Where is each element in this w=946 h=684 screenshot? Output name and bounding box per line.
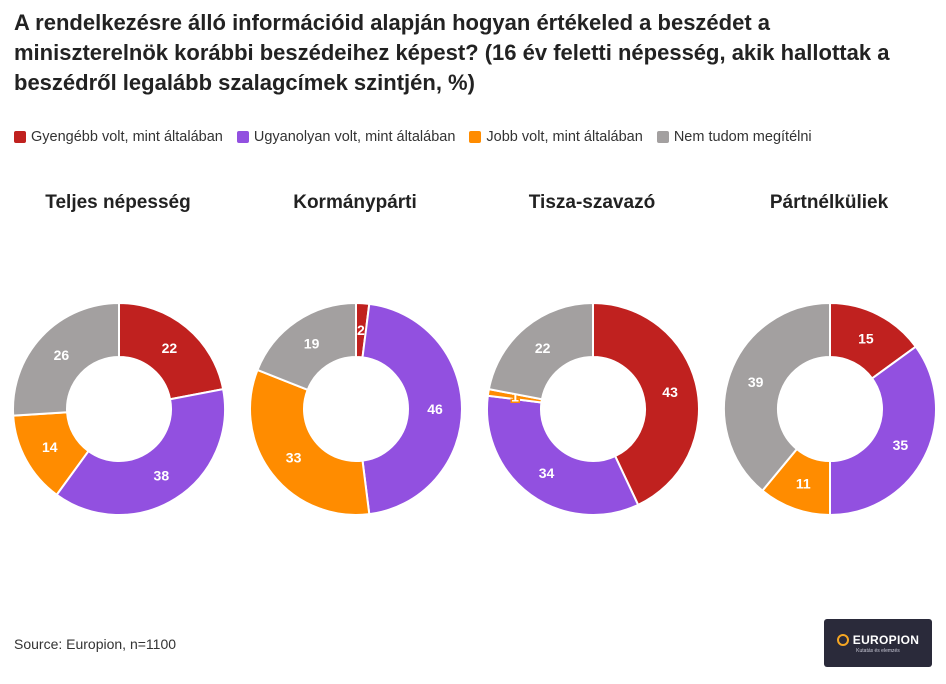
donut-slice-ugyanolyan <box>829 345 937 517</box>
legend-label: Nem tudom megítélni <box>673 129 812 145</box>
legend-label: Gyengébb volt, mint általában <box>31 129 223 145</box>
donut-slice-nem-tudom <box>487 301 594 401</box>
legend-item-jobb: Jobb volt, mint általában <box>469 126 643 148</box>
donut-slice-gyengebb <box>118 301 225 401</box>
donut-title-kormanyparti: Kormánypárti <box>293 192 417 213</box>
slice-value-label: 14 <box>42 439 58 455</box>
donut-slice-ugyanolyan <box>486 394 640 516</box>
donut-title-tisza: Tisza-szavazó <box>528 192 656 213</box>
logo-tagline: Kutatás és elemzés <box>856 647 900 654</box>
legend-item-nem-tudom: Nem tudom megítélni <box>656 126 812 148</box>
legend-item-ugyanolyan: Ugyanolyan volt, mint általában <box>236 126 456 148</box>
donut-slice-nem-tudom <box>256 301 357 392</box>
slice-value-label: 1 <box>511 389 519 405</box>
slice-value-label: 15 <box>858 331 874 347</box>
legend-swatch <box>14 131 26 143</box>
donut-slice-nem-tudom <box>723 301 831 493</box>
donut-chart-tisza: 43 34 1 22 <box>486 301 700 516</box>
legend-label: Ugyanolyan volt, mint általában <box>253 129 456 145</box>
slice-value-label: 43 <box>662 384 678 400</box>
donut-chart-partnelkuliek: 15 35 11 39 <box>723 301 937 517</box>
slice-value-label: 38 <box>154 468 170 484</box>
legend-swatch <box>469 131 482 143</box>
legend-swatch <box>236 131 249 143</box>
donut-slice-gyengebb <box>592 301 700 507</box>
slice-value-label: 39 <box>748 374 764 390</box>
donut-slice-ugyanolyan <box>55 387 226 516</box>
donut-slice-ugyanolyan <box>361 302 463 516</box>
slice-value-label: 34 <box>539 465 555 481</box>
legend-item-gyengebb: Gyengébb volt, mint általában <box>14 126 223 148</box>
source-note: Source: Europion, n=1100 <box>14 636 177 652</box>
slice-value-label: 46 <box>427 401 443 417</box>
slice-value-label: 22 <box>162 340 178 356</box>
slice-value-label: 26 <box>54 347 70 363</box>
slice-value-label: 22 <box>535 340 551 356</box>
donut-chart-kormanyparti: 2 46 33 19 <box>249 301 463 516</box>
slice-value-label: 19 <box>304 336 320 352</box>
europion-logo: EUROPION Kutatás és elemzés <box>824 619 932 667</box>
logo-mark-icon <box>836 633 849 646</box>
legend: Gyengébb volt, mint általában Ugyanolyan… <box>14 126 914 150</box>
slice-value-label: 11 <box>796 475 811 491</box>
donut-slice-nem-tudom <box>12 301 120 417</box>
donut-slice-jobb <box>249 368 371 516</box>
slice-value-label: 2 <box>357 322 365 338</box>
slice-value-label: 33 <box>286 449 302 465</box>
legend-swatch <box>656 131 669 143</box>
donut-title-teljes: Teljes népesség <box>45 192 191 213</box>
chart-title: A rendelkezésre álló információid alapjá… <box>14 10 890 95</box>
donut-title-partnelkuliek: Pártnélküliek <box>769 192 889 213</box>
slice-value-label: 35 <box>893 437 909 453</box>
donut-chart-teljes: 22 38 14 26 <box>12 301 226 516</box>
logo-text: EUROPION <box>852 632 920 647</box>
legend-label: Jobb volt, mint általában <box>486 129 643 145</box>
